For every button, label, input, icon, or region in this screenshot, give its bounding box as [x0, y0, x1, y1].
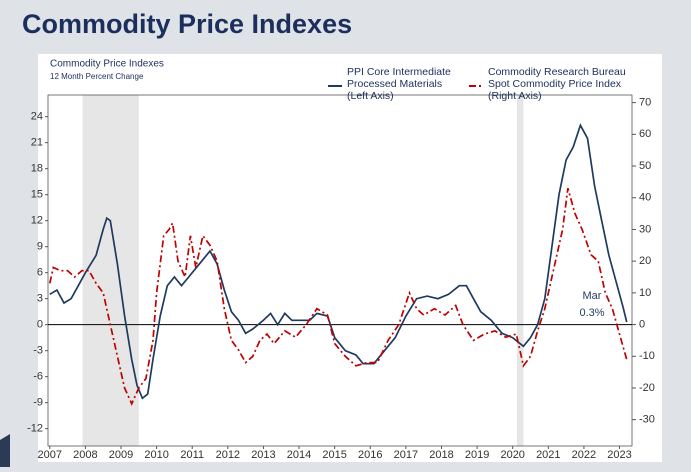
x-tick-label: 2017 — [394, 449, 418, 461]
x-tick-label: 2013 — [251, 449, 275, 461]
y-tick-label: 18 — [31, 163, 43, 175]
x-tick-label: 2011 — [180, 449, 204, 461]
y-tick-label: -3 — [33, 345, 43, 357]
y2-tick-label: 60 — [639, 128, 651, 140]
chart-subtitle: 12 Month Percent Change — [50, 72, 144, 81]
y-tick-label: -6 — [33, 371, 43, 383]
x-tick-label: 2018 — [429, 449, 453, 461]
x-tick-label: 2021 — [536, 449, 560, 461]
y2-tick-label: 10 — [639, 287, 651, 299]
x-tick-label: 2020 — [500, 449, 524, 461]
legend-label: Commodity Research Bureau Spot Commodity … — [488, 66, 626, 102]
y2-tick-label: 70 — [639, 97, 651, 109]
series-line — [48, 187, 628, 406]
y2-tick-label: 30 — [639, 223, 651, 235]
plot-frame — [47, 94, 633, 447]
x-tick-label: 2014 — [287, 449, 311, 461]
x-tick-label: 2023 — [607, 449, 631, 461]
x-tick-label: 2015 — [322, 449, 346, 461]
y-tick-label: 15 — [31, 189, 43, 201]
x-tick-label: 2019 — [465, 449, 489, 461]
y-tick-label: 0 — [37, 319, 43, 331]
y2-tick-label: -30 — [639, 414, 655, 426]
y2-tick-label: 20 — [639, 255, 651, 267]
x-tick-label: 2012 — [216, 449, 240, 461]
page-title: Commodity Price Indexes — [22, 9, 352, 39]
y-tick-label: 24 — [31, 111, 43, 123]
x-tick-label: 2022 — [572, 449, 596, 461]
y-tick-label: 3 — [37, 293, 43, 305]
x-tick-label: 2008 — [73, 449, 97, 461]
y-tick-label: 12 — [31, 215, 43, 227]
annotation: 0.3% — [579, 307, 604, 319]
y2-tick-label: 50 — [639, 160, 651, 172]
y2-tick-label: 0 — [639, 318, 645, 330]
recession-band — [516, 95, 524, 446]
chart-title: Commodity Price Indexes — [50, 59, 164, 70]
y-tick-label: 21 — [31, 137, 43, 149]
y2-tick-label: 40 — [639, 192, 651, 204]
y-tick-label: 9 — [37, 241, 43, 253]
y-tick-label: 6 — [37, 267, 43, 279]
x-tick-label: 2009 — [109, 449, 133, 461]
legend-label: PPI Core Intermediate Processed Materials… — [347, 66, 451, 102]
recession-band — [82, 95, 139, 446]
x-tick-label: 2007 — [38, 449, 62, 461]
y-tick-label: -12 — [27, 423, 43, 435]
y2-tick-label: -20 — [639, 382, 655, 394]
x-tick-label: 2010 — [144, 449, 168, 461]
annotation: Mar — [583, 290, 602, 302]
x-tick-label: 2016 — [358, 449, 382, 461]
y2-tick-label: -10 — [639, 350, 655, 362]
corner-decor — [0, 434, 10, 467]
chart-panel — [38, 54, 662, 462]
y-tick-label: -9 — [33, 397, 43, 409]
